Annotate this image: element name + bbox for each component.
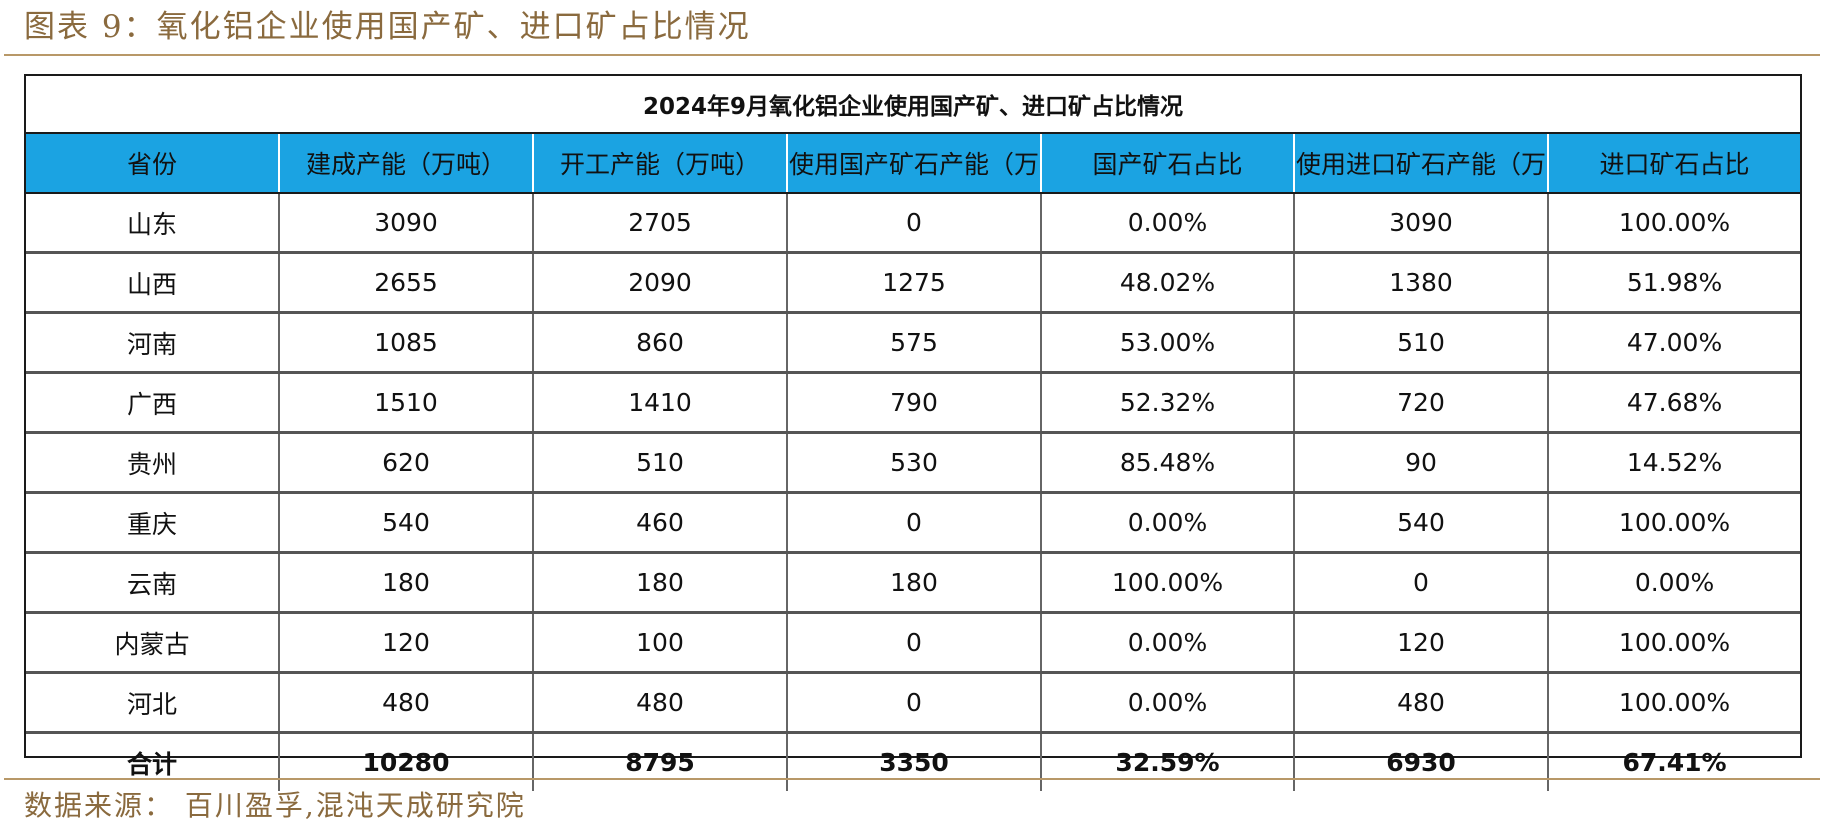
- table-row: 云南 180 180 180 100.00% 0 0.00%: [26, 552, 1801, 614]
- value-cell: 85.48%: [1041, 432, 1295, 494]
- column-header: 开工产能（万吨）: [533, 133, 788, 194]
- table-row: 内蒙古 120 100 0 0.00% 120 100.00%: [26, 612, 1801, 674]
- table-caption-row: 2024年9月氧化铝企业使用国产矿、进口矿占比情况: [26, 76, 1801, 134]
- value-cell: 120: [279, 612, 534, 674]
- value-cell: 180: [533, 552, 788, 614]
- total-row: 合计 10280 8795 3350 32.59% 6930 67.41%: [26, 732, 1800, 791]
- value-cell: 720: [1294, 372, 1549, 434]
- table-row: 山东 3090 2705 0 0.00% 3090 100.00%: [26, 193, 1801, 254]
- value-cell: 0: [787, 612, 1042, 674]
- top-divider: [4, 54, 1820, 56]
- value-cell: 0: [1294, 552, 1549, 614]
- total-value-cell: 8795: [533, 732, 788, 791]
- value-cell: 0.00%: [1548, 552, 1801, 614]
- value-cell: 3090: [1294, 193, 1549, 254]
- value-cell: 100.00%: [1548, 193, 1801, 254]
- value-cell: 0: [787, 672, 1042, 734]
- table-row: 贵州 620 510 530 85.48% 90 14.52%: [26, 432, 1801, 494]
- value-cell: 100: [533, 612, 788, 674]
- data-table-frame: 2024年9月氧化铝企业使用国产矿、进口矿占比情况 省份 建成产能（万吨） 开工产能…: [24, 74, 1802, 791]
- value-cell: 100.00%: [1041, 552, 1295, 614]
- value-cell: 0: [787, 492, 1042, 554]
- province-cell: 云南: [26, 552, 280, 614]
- column-header: 国产矿石占比: [1041, 133, 1295, 194]
- value-cell: 2090: [533, 252, 788, 314]
- province-cell: 内蒙古: [26, 612, 280, 674]
- province-cell: 山东: [26, 193, 280, 254]
- total-value-cell: 6930: [1294, 732, 1549, 791]
- source-note: 数据来源： 百川盈孚,混沌天成研究院: [24, 789, 526, 822]
- value-cell: 0.00%: [1041, 492, 1295, 554]
- column-header: 省份: [26, 133, 280, 194]
- province-cell: 山西: [26, 252, 280, 314]
- table-row: 河北 480 480 0 0.00% 480 100.00%: [26, 672, 1801, 734]
- total-value-cell: 10280: [279, 732, 534, 791]
- value-cell: 47.68%: [1548, 372, 1801, 434]
- data-table: 2024年9月氧化铝企业使用国产矿、进口矿占比情况 省份 建成产能（万吨） 开工产能…: [26, 76, 1801, 791]
- value-cell: 180: [279, 552, 534, 614]
- value-cell: 100.00%: [1548, 492, 1801, 554]
- province-cell: 河北: [26, 672, 280, 734]
- value-cell: 480: [279, 672, 534, 734]
- value-cell: 120: [1294, 612, 1549, 674]
- column-header: 使用进口矿石产能（万吨）: [1294, 133, 1549, 194]
- value-cell: 1275: [787, 252, 1042, 314]
- table-caption: 2024年9月氧化铝企业使用国产矿、进口矿占比情况: [26, 76, 1801, 134]
- value-cell: 1085: [279, 312, 534, 374]
- value-cell: 53.00%: [1041, 312, 1295, 374]
- value-cell: 0.00%: [1041, 672, 1295, 734]
- value-cell: 90: [1294, 432, 1549, 494]
- table-row: 山西 2655 2090 1275 48.02% 1380 51.98%: [26, 252, 1801, 314]
- value-cell: 860: [533, 312, 788, 374]
- value-cell: 0.00%: [1041, 612, 1295, 674]
- value-cell: 510: [533, 432, 788, 494]
- table-row: 河南 1085 860 575 53.00% 510 47.00%: [26, 312, 1801, 374]
- value-cell: 530: [787, 432, 1042, 494]
- figure-title: 图表 9：氧化铝企业使用国产矿、进口矿占比情况: [24, 9, 751, 45]
- province-cell: 贵州: [26, 432, 280, 494]
- province-cell: 河南: [26, 312, 280, 374]
- value-cell: 180: [787, 552, 1042, 614]
- value-cell: 52.32%: [1041, 372, 1295, 434]
- value-cell: 2705: [533, 193, 788, 254]
- value-cell: 0: [787, 193, 1042, 254]
- total-value-cell: 3350: [787, 732, 1042, 791]
- value-cell: 1410: [533, 372, 788, 434]
- table-header-row: 省份建成产能（万吨）开工产能（万吨）使用国产矿石产能（万吨）国产矿石占比使用进口…: [26, 133, 1801, 194]
- value-cell: 510: [1294, 312, 1549, 374]
- value-cell: 47.00%: [1548, 312, 1801, 374]
- value-cell: 540: [1294, 492, 1549, 554]
- bottom-divider: [4, 778, 1820, 780]
- value-cell: 14.52%: [1548, 432, 1801, 494]
- value-cell: 540: [279, 492, 534, 554]
- value-cell: 100.00%: [1548, 612, 1801, 674]
- total-value-cell: 32.59%: [1041, 732, 1295, 791]
- province-cell: 广西: [26, 372, 280, 434]
- value-cell: 480: [533, 672, 788, 734]
- value-cell: 100.00%: [1548, 672, 1801, 734]
- value-cell: 48.02%: [1041, 252, 1295, 314]
- value-cell: 460: [533, 492, 788, 554]
- value-cell: 620: [279, 432, 534, 494]
- column-header: 建成产能（万吨）: [279, 133, 534, 194]
- value-cell: 0.00%: [1041, 193, 1295, 254]
- table-row: 重庆 540 460 0 0.00% 540 100.00%: [26, 492, 1801, 554]
- value-cell: 3090: [279, 193, 534, 254]
- value-cell: 51.98%: [1548, 252, 1801, 314]
- value-cell: 1380: [1294, 252, 1549, 314]
- total-value-cell: 67.41%: [1622, 748, 1727, 777]
- province-cell: 重庆: [26, 492, 280, 554]
- value-cell: 575: [787, 312, 1042, 374]
- column-header: 进口矿石占比: [1548, 133, 1801, 194]
- total-label-cell: 合计: [26, 732, 280, 791]
- value-cell: 790: [787, 372, 1042, 434]
- value-cell: 2655: [279, 252, 534, 314]
- value-cell: 480: [1294, 672, 1549, 734]
- table-row: 广西 1510 1410 790 52.32% 720 47.68%: [26, 372, 1801, 434]
- column-header: 使用国产矿石产能（万吨）: [787, 133, 1042, 194]
- value-cell: 1510: [279, 372, 534, 434]
